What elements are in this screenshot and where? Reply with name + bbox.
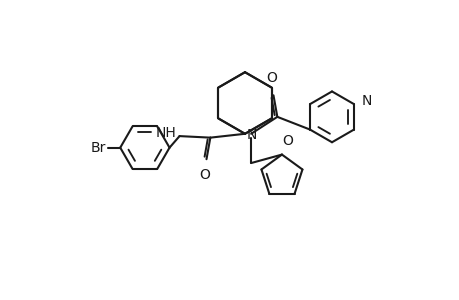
Text: N: N	[246, 128, 257, 142]
Text: O: O	[266, 71, 277, 85]
Text: Br: Br	[91, 141, 106, 155]
Text: O: O	[199, 168, 210, 182]
Text: N: N	[361, 94, 371, 108]
Text: NH: NH	[155, 126, 176, 140]
Text: O: O	[282, 134, 293, 148]
